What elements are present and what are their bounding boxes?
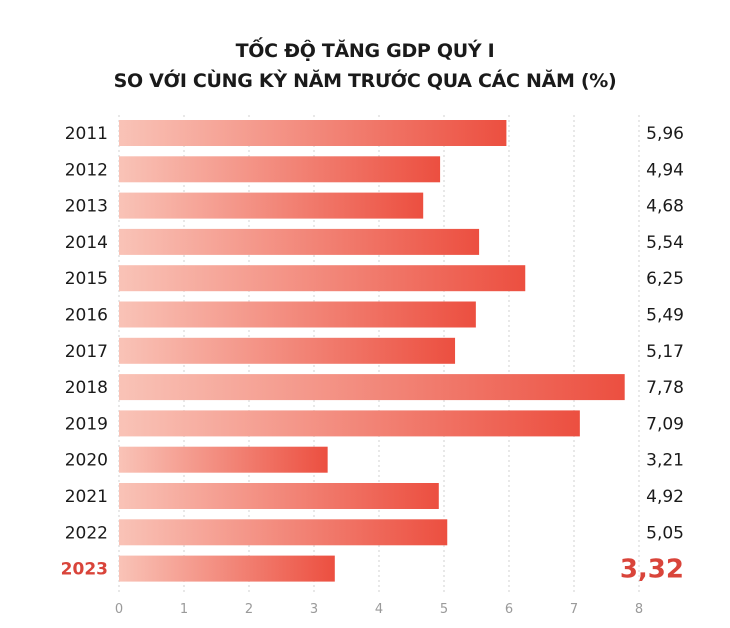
- category-label-2017: 2017: [65, 342, 108, 362]
- value-label-2011: 5,96: [646, 124, 684, 144]
- value-label-2014: 5,54: [646, 233, 684, 253]
- category-label-2019: 2019: [65, 414, 108, 434]
- bar-2013: [119, 192, 424, 219]
- value-label-2018: 7,78: [646, 378, 684, 398]
- value-label-2017: 5,17: [646, 342, 684, 362]
- labels: 2011 5,96 2012 4,94 2013 4,68 2014 5,54 2015 6,25…: [61, 124, 684, 585]
- category-label-2015: 2015: [65, 269, 108, 289]
- bar-2018: [119, 374, 625, 401]
- category-label-2021: 2021: [65, 487, 108, 507]
- x-tick-label: 5: [440, 602, 448, 617]
- category-label-2012: 2012: [65, 160, 108, 180]
- category-label-2023: 2023: [61, 560, 108, 580]
- bar-2023: [119, 555, 335, 582]
- value-label-2021: 4,92: [646, 487, 684, 507]
- x-tick-label: 4: [375, 602, 383, 617]
- x-tick-label: 0: [115, 602, 123, 617]
- value-label-2015: 6,25: [646, 269, 684, 289]
- bar-2011: [119, 120, 507, 146]
- category-label-2013: 2013: [65, 197, 108, 217]
- value-label-2013: 4,68: [646, 197, 684, 217]
- bar-2016: [119, 301, 476, 328]
- value-label-2016: 5,49: [646, 306, 684, 326]
- x-tick-label: 1: [180, 602, 188, 617]
- bar-2017: [119, 337, 456, 364]
- x-tick-label: 8: [635, 602, 643, 617]
- x-tick-label: 6: [505, 602, 513, 617]
- chart-title: TỐC ĐỘ TĂNG GDP QUÝ I SO VỚI CÙNG KỲ NĂM…: [0, 36, 730, 96]
- bars: [119, 120, 625, 582]
- chart-title-line-2: SO VỚI CÙNG KỲ NĂM TRƯỚC QUA CÁC NĂM (%): [113, 70, 617, 92]
- value-label-2020: 3,21: [646, 451, 684, 471]
- value-label-2022: 5,05: [646, 523, 684, 543]
- category-label-2011: 2011: [65, 124, 108, 144]
- category-label-2016: 2016: [65, 306, 108, 326]
- x-tick-label: 3: [310, 602, 318, 617]
- category-label-2022: 2022: [65, 523, 108, 543]
- category-label-2018: 2018: [65, 378, 108, 398]
- value-label-2012: 4,94: [646, 160, 684, 180]
- category-label-2014: 2014: [65, 233, 108, 253]
- bar-2021: [119, 483, 439, 509]
- bar-2020: [119, 446, 328, 473]
- x-axis-ticks: 0 1 2 3 4 5 6 7 8: [115, 602, 643, 617]
- bar-2019: [119, 410, 580, 437]
- bar-2022: [119, 519, 448, 546]
- bar-2014: [119, 228, 480, 255]
- value-label-2023: 3,32: [620, 555, 684, 585]
- chart-title-line-1: TỐC ĐỘ TĂNG GDP QUÝ I: [235, 40, 495, 62]
- value-label-2019: 7,09: [646, 414, 684, 434]
- x-tick-label: 7: [570, 602, 578, 617]
- bar-2012: [119, 156, 441, 183]
- bar-2015: [119, 265, 526, 292]
- x-tick-label: 2: [245, 602, 253, 617]
- category-label-2020: 2020: [65, 451, 108, 471]
